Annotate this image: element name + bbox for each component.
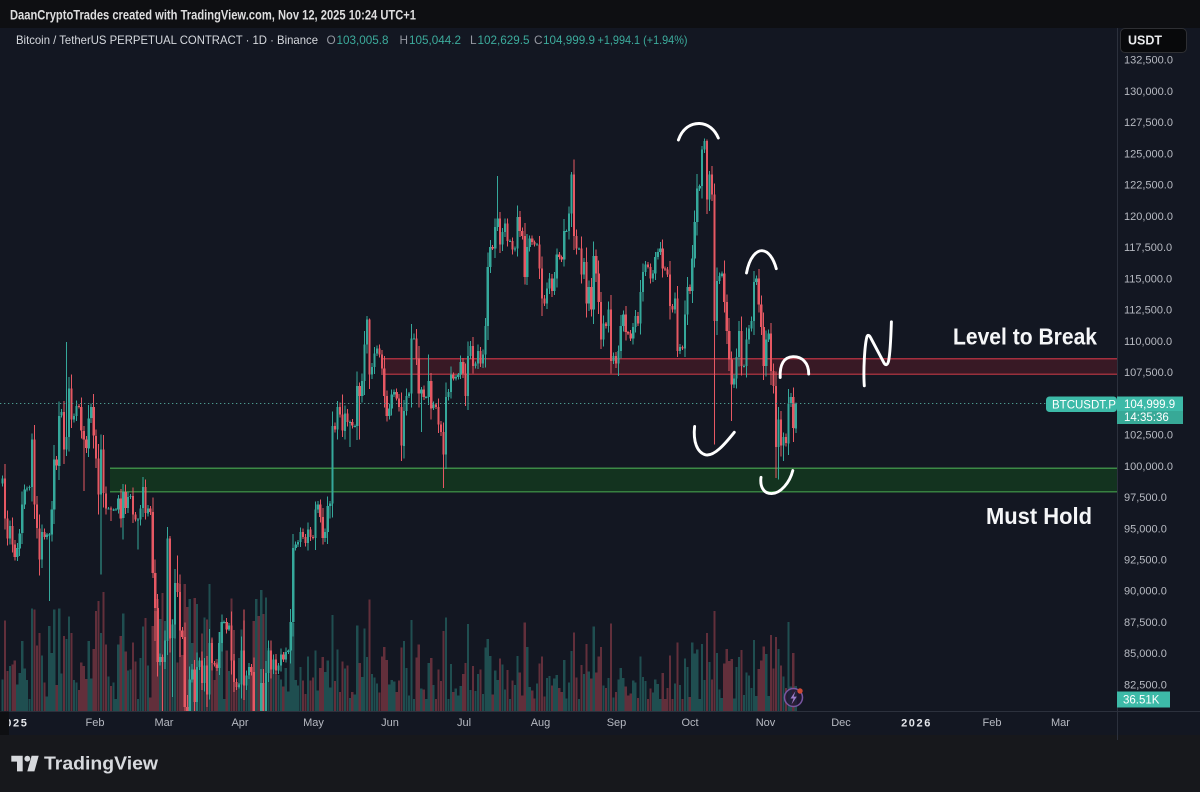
svg-text:102,500.0: 102,500.0 <box>1124 430 1173 442</box>
svg-text:100,000.0: 100,000.0 <box>1124 461 1173 473</box>
svg-text:C: C <box>534 33 543 47</box>
svg-text:Aug: Aug <box>531 717 551 729</box>
svg-text:O: O <box>327 33 336 47</box>
svg-text:Nov: Nov <box>756 717 776 729</box>
svg-text:110,000.0: 110,000.0 <box>1124 336 1172 348</box>
svg-text:+1,994.1 (+1.94%): +1,994.1 (+1.94%) <box>598 33 688 47</box>
svg-text:Feb: Feb <box>983 717 1002 729</box>
svg-text:Dec: Dec <box>831 717 851 729</box>
svg-text:Sep: Sep <box>607 717 627 729</box>
svg-text:Feb: Feb <box>86 717 105 729</box>
svg-text:Bitcoin / TetherUS PERPETUAL C: Bitcoin / TetherUS PERPETUAL CONTRACT · … <box>16 33 318 47</box>
svg-text:115,000.0: 115,000.0 <box>1124 273 1172 285</box>
svg-text:Jul: Jul <box>457 717 471 729</box>
svg-text:85,000.0: 85,000.0 <box>1124 648 1167 660</box>
svg-text:90,000.0: 90,000.0 <box>1124 586 1167 598</box>
svg-text:Jun: Jun <box>381 717 399 729</box>
svg-text:May: May <box>303 717 324 729</box>
svg-text:120,000.0: 120,000.0 <box>1124 211 1173 223</box>
svg-text:95,000.0: 95,000.0 <box>1124 523 1167 535</box>
svg-text:107,500.0: 107,500.0 <box>1124 367 1173 379</box>
svg-text:BTCUSDT.P: BTCUSDT.P <box>1052 400 1116 412</box>
svg-text:105,044.2: 105,044.2 <box>409 33 461 47</box>
svg-text:103,005.8: 103,005.8 <box>337 33 389 47</box>
svg-text:87,500.0: 87,500.0 <box>1124 617 1167 629</box>
svg-text:TradingView: TradingView <box>44 754 159 774</box>
svg-text:104,999.9: 104,999.9 <box>543 33 595 47</box>
svg-text:Must Hold: Must Hold <box>986 503 1092 529</box>
svg-text:DaanCryptoTrades created with: DaanCryptoTrades created with TradingVie… <box>10 8 416 23</box>
svg-text:92,500.0: 92,500.0 <box>1124 555 1167 567</box>
svg-text:Apr: Apr <box>231 717 248 729</box>
svg-text:H: H <box>400 33 409 47</box>
svg-text:130,000.0: 130,000.0 <box>1124 86 1173 98</box>
svg-text:Oct: Oct <box>681 717 698 729</box>
svg-text:117,500.0: 117,500.0 <box>1124 242 1172 254</box>
svg-text:2026: 2026 <box>901 718 932 730</box>
svg-text:L: L <box>470 33 477 47</box>
svg-text:122,500.0: 122,500.0 <box>1124 180 1173 192</box>
svg-text:Mar: Mar <box>155 717 174 729</box>
svg-text:36.51K: 36.51K <box>1123 695 1160 707</box>
svg-text:127,500.0: 127,500.0 <box>1124 117 1173 129</box>
svg-text:82,500.0: 82,500.0 <box>1124 680 1167 692</box>
svg-text:112,500.0: 112,500.0 <box>1124 305 1172 317</box>
svg-text:Level to Break: Level to Break <box>953 324 1098 350</box>
svg-text:125,000.0: 125,000.0 <box>1124 148 1173 160</box>
svg-text:14:35:36: 14:35:36 <box>1124 412 1169 424</box>
svg-text:Mar: Mar <box>1051 717 1070 729</box>
svg-text:104,999.9: 104,999.9 <box>1124 399 1175 411</box>
svg-text:USDT: USDT <box>1128 34 1162 48</box>
svg-text:132,500.0: 132,500.0 <box>1124 55 1173 67</box>
svg-text:102,629.5: 102,629.5 <box>478 33 530 47</box>
svg-text:97,500.0: 97,500.0 <box>1124 492 1167 504</box>
